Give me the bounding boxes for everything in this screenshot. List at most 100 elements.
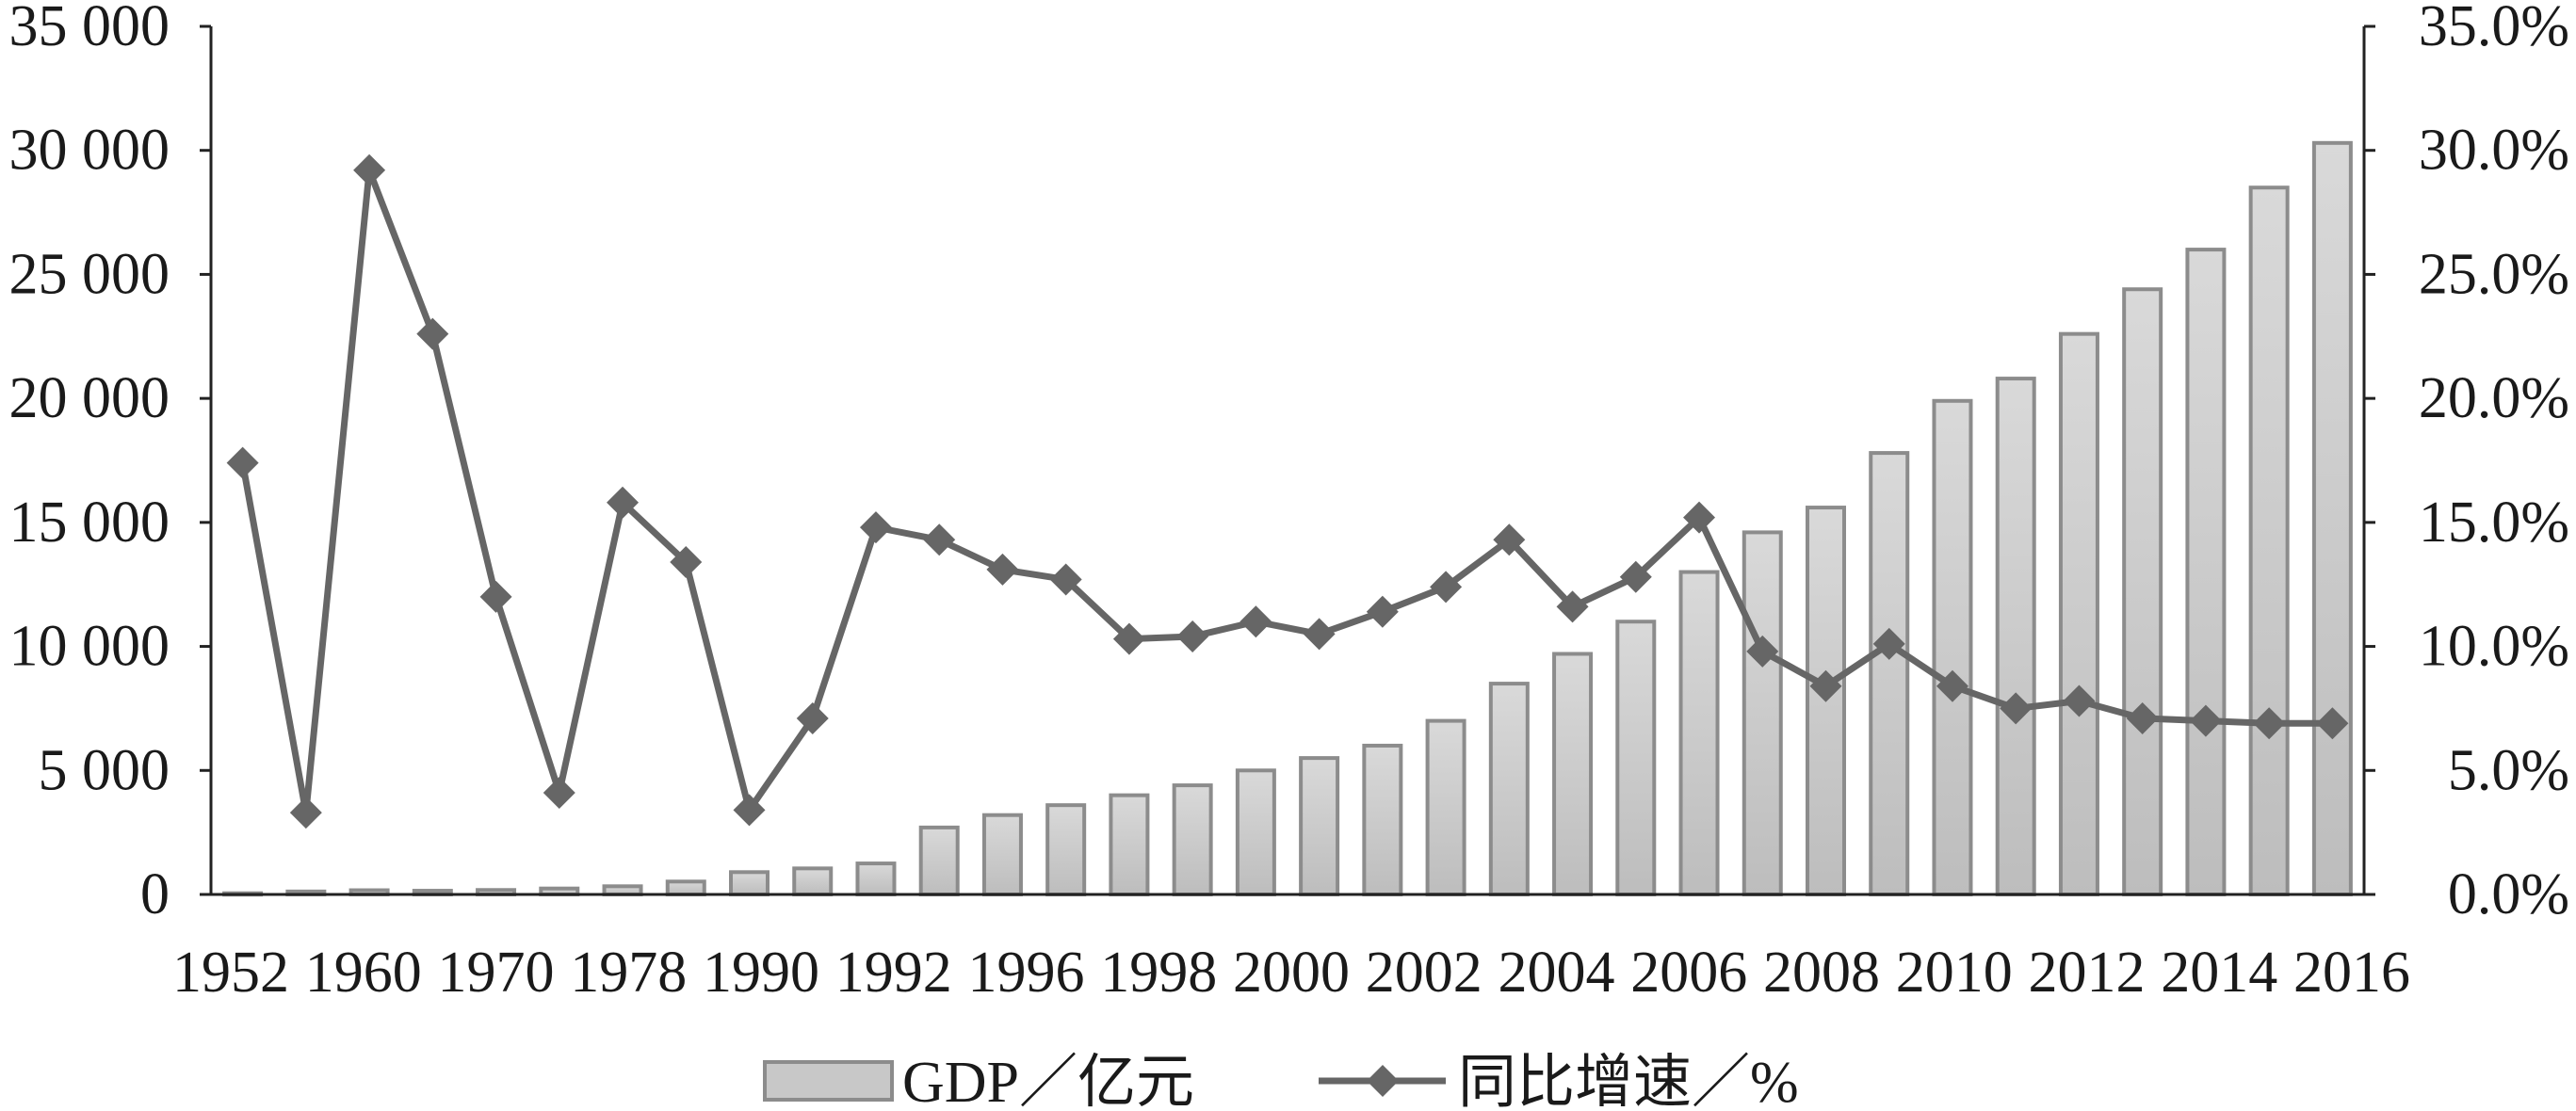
growth-marker: [796, 701, 829, 734]
right-axis-tick-label: 30.0%: [2419, 119, 2569, 183]
growth-marker: [2063, 684, 2096, 717]
left-axis-tick-label: 15 000: [9, 491, 170, 555]
growth-marker: [353, 153, 386, 186]
line-series: [226, 153, 2349, 829]
gdp-bar: [2248, 185, 2290, 896]
x-axis-tick-label: 2000: [1233, 941, 1350, 1005]
x-axis-tick-labels: 1952 1960 1970 1978 1990 1992 1996 1998 2000 2002…: [172, 941, 2410, 1005]
right-axis-tick-label: 5.0%: [2448, 738, 2569, 802]
growth-marker: [1809, 669, 1842, 702]
growth-marker: [1366, 595, 1399, 628]
x-axis-tick-label: 1990: [703, 941, 819, 1005]
left-axis-tick-label: 35 000: [9, 0, 170, 58]
gdp-bar: [1362, 743, 1403, 897]
growth-marker: [1556, 590, 1589, 623]
gdp-bar: [1995, 377, 2036, 897]
gdp-bar: [1299, 756, 1340, 896]
right-axis-tick-label: 35.0%: [2419, 0, 2569, 58]
growth-marker: [923, 523, 956, 556]
gdp-bar: [1235, 768, 1276, 896]
x-axis-tick-label: 1998: [1100, 941, 1217, 1005]
gdp-bar: [1742, 530, 1783, 896]
growth-marker: [1430, 571, 1463, 604]
x-axis-tick-label: 2012: [2029, 941, 2146, 1005]
gdp-bar: [918, 825, 960, 896]
legend-line-label: 同比增速／%: [1458, 1051, 1799, 1111]
growth-marker: [1049, 563, 1082, 596]
growth-marker: [607, 486, 640, 519]
axes: [200, 24, 2375, 896]
x-axis-tick-label: 1992: [835, 941, 952, 1005]
growth-marker: [986, 553, 1019, 586]
growth-marker: [2189, 704, 2222, 737]
growth-marker: [2253, 707, 2286, 740]
x-axis-tick-label: 1952: [172, 941, 289, 1005]
right-axis-tick-label: 10.0%: [2419, 615, 2569, 679]
legend-bar-swatch: [763, 1060, 894, 1102]
gdp-bar: [665, 879, 706, 896]
x-axis-tick-label: 2008: [1763, 941, 1880, 1005]
gdp-bar: [981, 813, 1023, 897]
growth-marker: [289, 797, 322, 829]
bar-series: [222, 140, 2353, 897]
growth-marker: [859, 511, 892, 544]
x-axis-tick-label: 2006: [1630, 941, 1747, 1005]
x-axis-tick-label: 2002: [1366, 941, 1482, 1005]
growth-marker: [2000, 692, 2033, 725]
gdp-bar: [855, 861, 897, 896]
right-axis-tick-labels: 0.0% 5.0% 10.0% 15.0% 20.0% 25.0% 30.0% 35.0%: [2419, 0, 2569, 926]
x-axis-tick-label: 1970: [438, 941, 555, 1005]
growth-marker: [2126, 701, 2159, 734]
left-axis-tick-labels: 0 5 000 10 000 15 000 20 000 25 000 30 000 35 0…: [9, 0, 170, 926]
growth-marker: [2316, 707, 2349, 740]
growth-marker: [416, 317, 449, 350]
growth-marker: [733, 794, 766, 827]
gdp-bar: [1045, 803, 1087, 896]
gdp-bar: [2185, 248, 2227, 897]
gdp-bar: [792, 866, 834, 897]
left-axis-tick-label: 10 000: [9, 615, 170, 679]
right-axis-tick-label: 0.0%: [2448, 862, 2569, 926]
gdp-bar: [1552, 652, 1594, 897]
growth-marker: [1683, 501, 1716, 534]
growth-marker: [543, 776, 575, 809]
gdp-bar: [1615, 620, 1657, 896]
x-axis-tick-label: 2010: [1896, 941, 2013, 1005]
left-axis-tick-label: 30 000: [9, 119, 170, 183]
left-axis-tick-label: 25 000: [9, 242, 170, 306]
growth-marker: [1176, 620, 1209, 653]
left-axis-tick-label: 0: [140, 862, 170, 926]
x-axis-tick-label: 1978: [570, 941, 687, 1005]
growth-marker: [670, 546, 703, 579]
right-axis-tick-label: 20.0%: [2419, 366, 2569, 430]
growth-marker: [1112, 622, 1145, 655]
legend-bar-label: GDP／亿元: [902, 1051, 1194, 1111]
gdp-bar: [2058, 331, 2099, 896]
growth-marker: [1493, 523, 1526, 556]
left-axis-tick-label: 20 000: [9, 366, 170, 430]
left-axis-tick-label: 5 000: [39, 738, 170, 802]
gdp-bar: [2122, 287, 2163, 896]
gdp-bar: [1488, 682, 1530, 896]
legend-line-marker: [1367, 1065, 1399, 1097]
gdp-bar: [729, 870, 770, 897]
gdp-bar: [1172, 783, 1213, 896]
gdp-bar: [2311, 140, 2353, 897]
x-axis-tick-label: 2014: [2161, 941, 2277, 1005]
gdp-bar: [1869, 451, 1910, 896]
right-axis-tick-label: 15.0%: [2419, 491, 2569, 555]
x-axis-tick-label: 1960: [305, 941, 422, 1005]
growth-marker: [1619, 560, 1652, 593]
growth-line: [239, 167, 2333, 816]
growth-marker: [1239, 605, 1272, 638]
gdp-bar: [1425, 718, 1466, 896]
growth-marker: [1746, 635, 1779, 668]
gdp-bar: [1932, 398, 1973, 896]
growth-marker: [479, 580, 512, 613]
legend: GDP／亿元 同比增速／%: [763, 1051, 1799, 1111]
gdp-bar: [1678, 570, 1720, 896]
gdp-bar: [1109, 793, 1150, 897]
growth-marker: [1872, 627, 1905, 660]
growth-marker: [1936, 669, 1968, 702]
